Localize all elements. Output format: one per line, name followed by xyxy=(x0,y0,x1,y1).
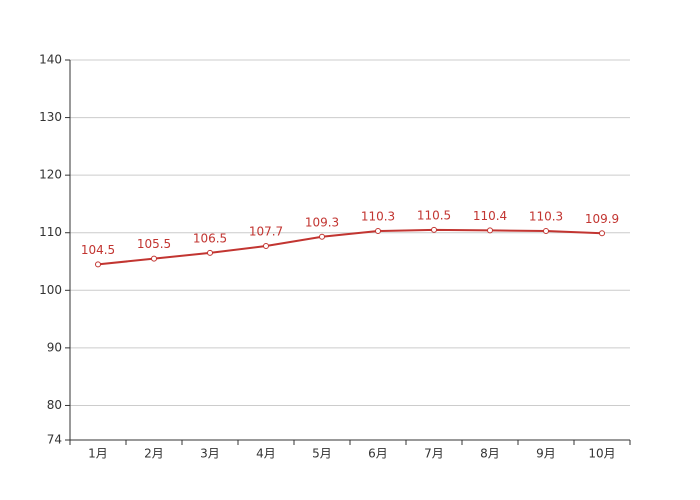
value-label: 110.3 xyxy=(361,210,395,224)
point xyxy=(599,230,605,237)
x-tick-label: 7月 xyxy=(424,447,444,461)
point xyxy=(431,226,437,233)
point xyxy=(319,233,325,240)
y-tick-label: 110 xyxy=(39,225,62,239)
point xyxy=(543,228,549,234)
x-tick-label: 10月 xyxy=(588,447,615,461)
y-tick-label: 90 xyxy=(47,340,62,354)
value-label: 110.5 xyxy=(417,208,451,222)
x-tick-label: 6月 xyxy=(368,447,388,461)
value-label: 106.5 xyxy=(193,231,227,245)
y-tick-label: 130 xyxy=(39,110,62,124)
y-tick-label: 80 xyxy=(47,398,62,412)
value-label: 110.4 xyxy=(473,209,507,223)
point xyxy=(487,227,493,234)
point xyxy=(207,249,213,256)
value-label: 109.9 xyxy=(585,212,619,226)
x-tick-label: 5月 xyxy=(312,447,332,461)
y-tick-label: 120 xyxy=(39,168,62,182)
value-label: 107.7 xyxy=(249,224,283,238)
y-tick-label: 74 xyxy=(47,433,62,447)
value-label: 105.5 xyxy=(137,237,171,251)
y-tick-label: 100 xyxy=(39,283,62,297)
value-label: 110.3 xyxy=(529,210,563,224)
x-tick-label: 9月 xyxy=(536,447,556,461)
point xyxy=(375,228,381,234)
value-label: 104.5 xyxy=(81,243,115,257)
y-tick-label: 140 xyxy=(39,53,62,67)
x-tick-label: 8月 xyxy=(480,447,500,461)
x-tick-label: 3月 xyxy=(200,447,220,461)
point xyxy=(95,261,101,268)
point xyxy=(263,242,269,249)
x-tick-label: 1月 xyxy=(88,447,108,461)
point xyxy=(151,255,157,262)
x-tick-label: 4月 xyxy=(256,447,276,461)
value-label: 109.3 xyxy=(305,215,339,229)
x-tick-label: 2月 xyxy=(144,447,164,461)
line xyxy=(97,228,603,266)
